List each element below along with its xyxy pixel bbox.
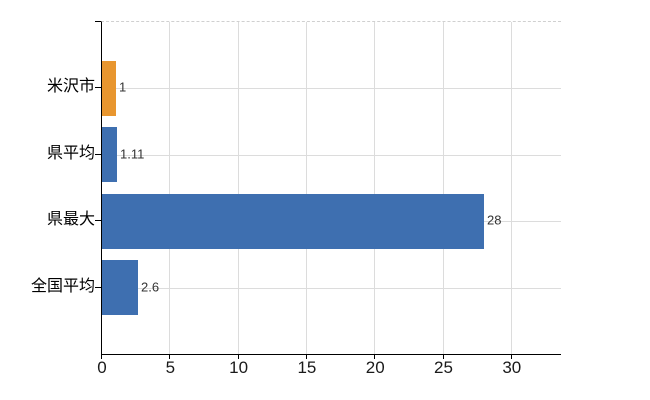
x-axis-tick [169, 354, 171, 359]
value-label: 28 [487, 212, 502, 228]
x-gridline [442, 22, 444, 354]
x-axis-tick [442, 354, 444, 359]
x-axis-tick [237, 354, 239, 359]
x-axis-tick [101, 354, 102, 359]
bar-県平均 [102, 127, 117, 182]
x-tick-label: 10 [229, 358, 249, 377]
value-label: 1 [119, 79, 127, 95]
x-gridline [305, 22, 307, 354]
x-tick-label: 20 [365, 358, 385, 377]
x-gridline [169, 22, 171, 354]
category-label: 県最大 [46, 211, 95, 228]
category-gridline [102, 88, 561, 89]
category-gridline [102, 155, 561, 156]
bar-全国平均 [102, 260, 138, 315]
bar-米沢市 [102, 61, 116, 116]
x-gridline [510, 22, 512, 354]
category-label: 全国平均 [30, 278, 95, 295]
plot-area [101, 21, 561, 355]
x-axis-tick [510, 354, 512, 359]
y-axis-tick [95, 220, 101, 221]
y-axis-tick [95, 287, 101, 288]
x-gridline [374, 22, 376, 354]
x-tick-label: 25 [434, 358, 453, 377]
value-label: 2.6 [141, 279, 160, 295]
x-tick-label: 15 [297, 358, 317, 377]
value-label: 1.11 [120, 146, 145, 162]
y-axis-tick [95, 154, 101, 155]
x-tick-label: 30 [502, 358, 522, 377]
x-gridline [237, 22, 239, 354]
y-axis-tick [95, 87, 101, 88]
category-label: 県平均 [46, 145, 95, 162]
category-gridline [102, 288, 561, 289]
x-axis-tick [374, 354, 376, 359]
x-tick-label: 0 [97, 358, 107, 377]
bar-県最大 [102, 194, 484, 249]
y-axis-top-tick [95, 21, 101, 22]
category-label: 米沢市 [46, 78, 95, 95]
x-tick-label: 5 [165, 358, 176, 377]
x-axis-tick [305, 354, 307, 359]
